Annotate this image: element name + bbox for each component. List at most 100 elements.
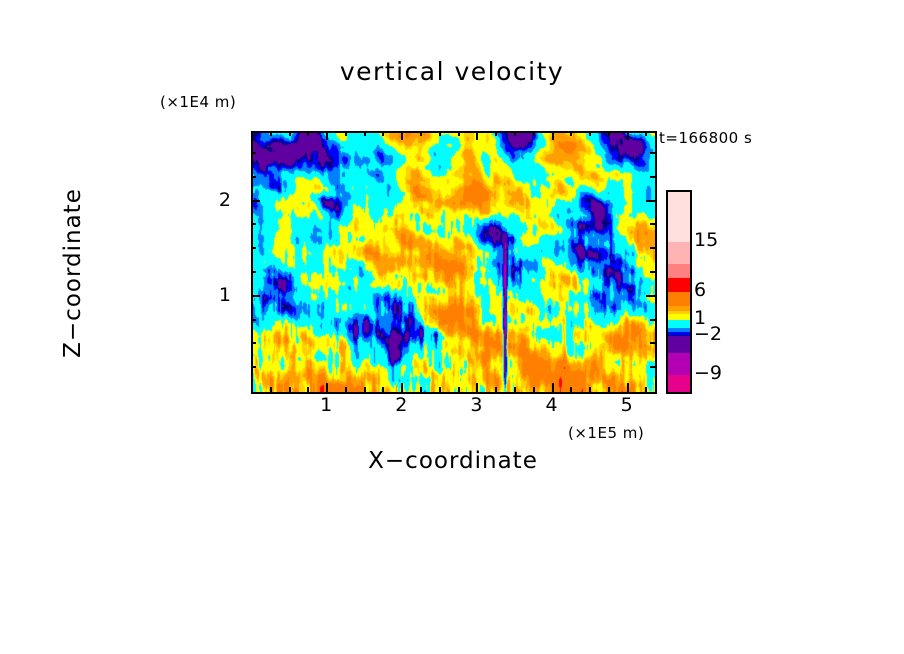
- colorbar-band: [668, 332, 690, 335]
- axis-tick: [439, 387, 441, 392]
- axis-tick: [650, 342, 655, 344]
- axis-tick: [251, 271, 256, 273]
- colorbar-band: [668, 292, 690, 306]
- axis-tick: [476, 383, 478, 392]
- colorbar-tick-label: −9: [694, 362, 723, 385]
- axis-tick: [401, 383, 403, 392]
- x-tick-label: 5: [620, 394, 633, 416]
- axis-tick: [420, 131, 422, 136]
- timestamp-annotation: t=166800 s: [659, 129, 753, 147]
- axis-tick: [514, 387, 516, 392]
- x-tick-label: 2: [395, 394, 408, 416]
- axis-tick: [514, 131, 516, 136]
- axis-tick: [289, 387, 291, 392]
- axis-tick: [552, 383, 554, 392]
- z-axis-unit-label: (×1E4 m): [160, 93, 237, 111]
- colorbar-band: [668, 313, 690, 320]
- axis-tick: [251, 200, 260, 202]
- axis-tick: [646, 295, 655, 297]
- axis-tick: [645, 387, 647, 392]
- axis-tick: [382, 387, 384, 392]
- axis-tick: [326, 383, 328, 392]
- colorbar-band: [668, 375, 690, 392]
- axis-tick: [345, 387, 347, 392]
- axis-tick: [608, 387, 610, 392]
- x-tick-label: 1: [320, 394, 333, 416]
- axis-tick: [251, 366, 256, 368]
- y-tick-label: 2: [218, 188, 231, 211]
- axis-tick: [401, 131, 403, 140]
- axis-tick: [270, 131, 272, 136]
- colorbar-band: [668, 278, 690, 292]
- colorbar-band: [668, 334, 690, 337]
- velocity-field-heatmap: [253, 133, 655, 392]
- axis-tick: [650, 247, 655, 249]
- axis-tick: [364, 387, 366, 392]
- axis-tick: [552, 131, 554, 140]
- colorbar: [666, 190, 692, 394]
- axis-tick: [251, 176, 256, 178]
- x-tick-label: 4: [545, 394, 558, 416]
- axis-tick: [650, 366, 655, 368]
- colorbar-band: [668, 192, 690, 242]
- axis-tick: [458, 131, 460, 136]
- axis-tick: [307, 131, 309, 136]
- axis-tick: [439, 131, 441, 136]
- axis-tick: [627, 383, 629, 392]
- plot-area: [251, 131, 657, 394]
- axis-tick: [646, 200, 655, 202]
- axis-tick: [345, 131, 347, 136]
- x-axis-title: X−coordinate: [368, 448, 538, 474]
- colorbar-band: [668, 319, 690, 329]
- colorbar-tick-label: 6: [694, 279, 707, 301]
- axis-tick: [251, 223, 256, 225]
- colorbar-strip: [668, 192, 690, 392]
- axis-tick: [458, 387, 460, 392]
- colorbar-band: [668, 242, 690, 265]
- axis-tick: [476, 131, 478, 140]
- axis-tick: [650, 319, 655, 321]
- axis-tick: [289, 131, 291, 136]
- axis-tick: [251, 247, 256, 249]
- colorbar-tick-label: −2: [694, 323, 723, 346]
- axis-tick: [533, 387, 535, 392]
- colorbar-band: [668, 353, 690, 376]
- axis-tick: [608, 131, 610, 136]
- axis-tick: [650, 223, 655, 225]
- axis-tick: [495, 387, 497, 392]
- colorbar-tick-label: 15: [694, 229, 719, 251]
- colorbar-band: [668, 305, 690, 311]
- x-tick-label: 3: [470, 394, 483, 416]
- axis-tick: [251, 342, 256, 344]
- axis-tick: [251, 319, 256, 321]
- axis-tick: [589, 387, 591, 392]
- axis-tick: [270, 387, 272, 392]
- axis-tick: [589, 131, 591, 136]
- axis-tick: [570, 131, 572, 136]
- axis-tick: [627, 131, 629, 140]
- colorbar-band: [668, 310, 690, 314]
- axis-tick: [533, 131, 535, 136]
- axis-tick: [307, 387, 309, 392]
- axis-tick: [645, 131, 647, 136]
- axis-tick: [650, 176, 655, 178]
- axis-tick: [251, 152, 256, 154]
- axis-tick: [650, 271, 655, 273]
- axis-tick: [364, 131, 366, 136]
- axis-tick: [420, 387, 422, 392]
- colorbar-band: [668, 336, 690, 354]
- colorbar-tick-label: 1: [694, 306, 707, 329]
- x-axis-unit-label: (×1E5 m): [568, 424, 645, 442]
- axis-tick: [251, 295, 260, 297]
- axis-tick: [650, 152, 655, 154]
- page-title: vertical velocity: [339, 57, 565, 86]
- colorbar-band: [668, 264, 690, 279]
- y-tick-label: 1: [218, 283, 231, 306]
- axis-tick: [326, 131, 328, 140]
- axis-tick: [382, 131, 384, 136]
- y-axis-title: Z−coordinate: [60, 188, 86, 358]
- axis-tick: [570, 387, 572, 392]
- axis-tick: [495, 131, 497, 136]
- colorbar-band: [668, 328, 690, 332]
